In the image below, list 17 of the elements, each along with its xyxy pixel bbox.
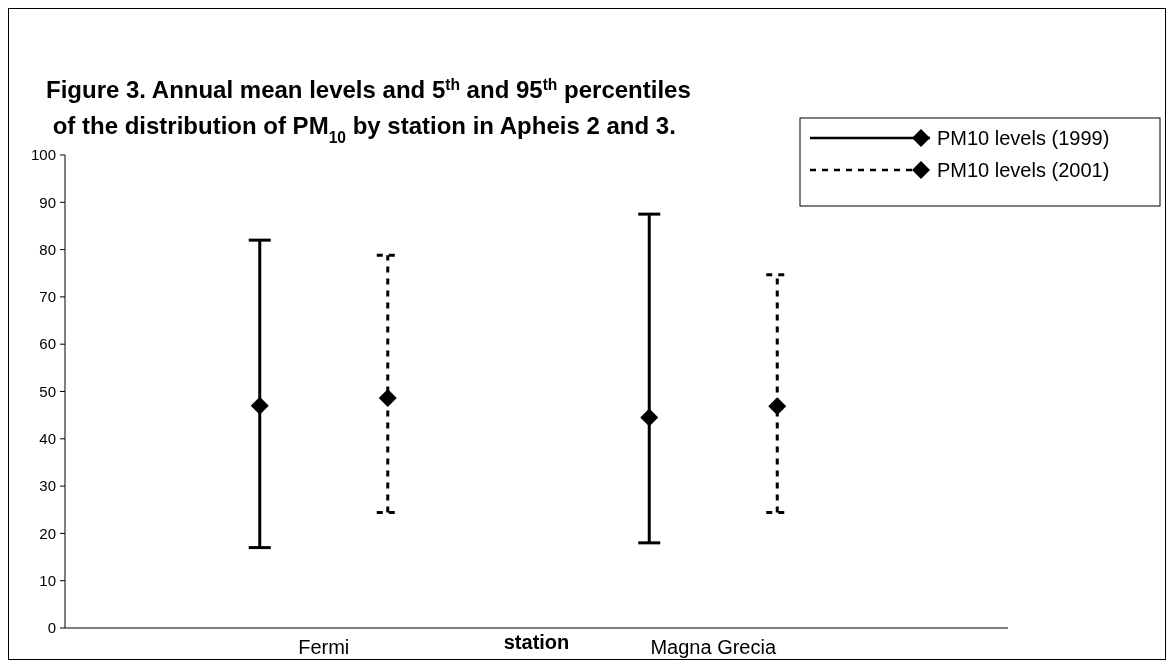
y-tick-label: 10: [39, 571, 56, 589]
y-tick-label: 20: [39, 524, 56, 542]
y-tick-label: 100: [30, 146, 56, 164]
y-tick-label: 30: [39, 477, 56, 495]
y-tick-label: 90: [39, 193, 56, 211]
legend-label: PM10 levels (1999): [937, 127, 1110, 149]
x-tick-label: Fermi: [298, 636, 350, 658]
x-axis-title: station: [503, 631, 570, 653]
y-tick-label: 70: [39, 288, 56, 306]
chart-title: Figure 3. Annual mean levels and 5$^{th}$ and 95$^{th}$ percentiles of the distribution of PM$_{10}$ by station in Apheis 2 and 3.: [46, 75, 691, 146]
y-tick-label: 80: [39, 240, 56, 258]
y-tick-label: 60: [39, 335, 56, 353]
y-tick-label: 50: [39, 382, 56, 400]
x-tick-label: Magna Grecia: [650, 636, 777, 658]
y-tick-label: 0: [47, 619, 56, 637]
y-tick-label: 40: [39, 430, 56, 448]
legend-label: PM10 levels (2001): [937, 159, 1110, 181]
